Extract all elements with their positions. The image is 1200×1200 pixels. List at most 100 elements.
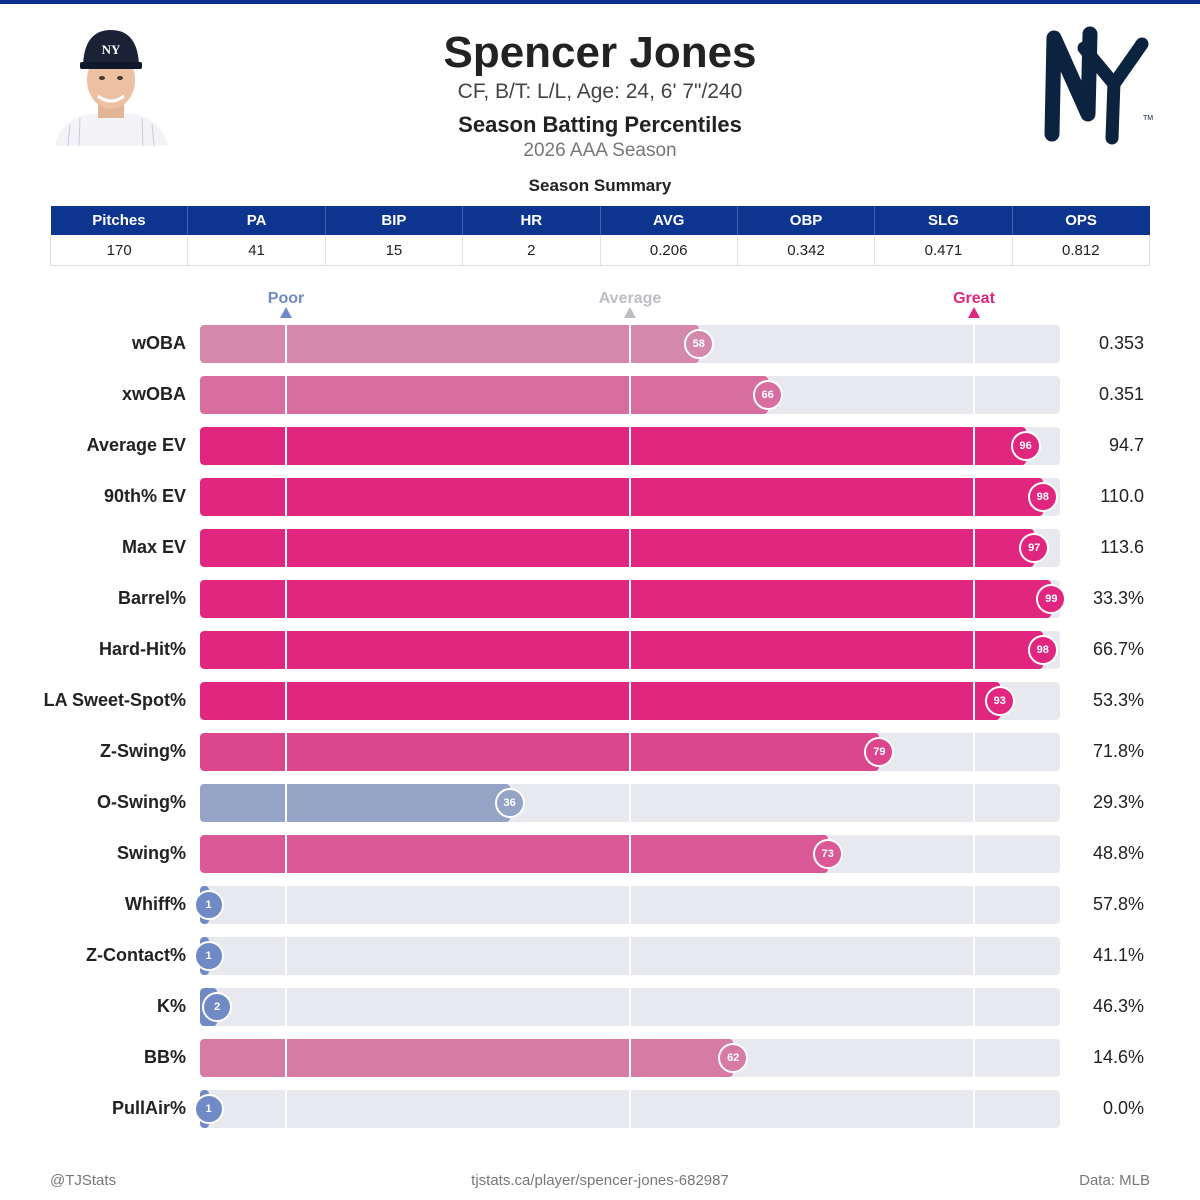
- metric-value: 71.8%: [1092, 741, 1144, 761]
- percentile-track: [200, 580, 1060, 618]
- reference-line: [973, 427, 975, 465]
- reference-line: [629, 988, 631, 1026]
- percentile-bubble: 96: [1010, 431, 1041, 461]
- percentile-bubble: 58: [683, 329, 714, 359]
- reference-line: [629, 835, 631, 873]
- reference-line: [629, 325, 631, 363]
- percentile-track: [200, 631, 1060, 669]
- metric-value: 46.3%: [1092, 996, 1144, 1016]
- reference-line: [629, 376, 631, 414]
- metric-value: 57.8%: [1092, 894, 1144, 914]
- summary-header-cell: HR: [462, 206, 601, 235]
- chart-subtitle: Season Batting Percentiles: [458, 112, 742, 137]
- percentile-track: [200, 682, 1060, 720]
- percentile-bubble: 2: [202, 992, 233, 1022]
- metric-value: 113.6: [1100, 537, 1144, 557]
- reference-line: [973, 325, 975, 363]
- metric-label: Max EV: [121, 537, 186, 557]
- reference-line: [973, 682, 975, 720]
- metric-value: 0.351: [1098, 384, 1144, 404]
- metric-value: 0.0%: [1102, 1098, 1144, 1118]
- reference-line: [629, 1090, 631, 1128]
- reference-line: [973, 529, 975, 567]
- percentile-bubble: 98: [1027, 482, 1058, 512]
- footer-source: Data: MLB: [1079, 1172, 1150, 1189]
- top-accent-line: [0, 0, 1200, 4]
- percentile-bar: [200, 529, 1035, 567]
- reference-line: [285, 1090, 287, 1128]
- metric-value: 33.3%: [1092, 588, 1144, 608]
- percentile-bar: [200, 427, 1026, 465]
- percentile-bar: [200, 580, 1052, 618]
- reference-line: [285, 1039, 287, 1077]
- reference-line: [285, 784, 287, 822]
- metric-label: PullAir%: [111, 1098, 186, 1118]
- percentile-bubble: 1: [193, 1094, 224, 1124]
- reference-line: [285, 682, 287, 720]
- metric-label: Z-Contact%: [86, 945, 186, 965]
- percentile-track: [200, 427, 1060, 465]
- metric-value: 41.1%: [1092, 945, 1144, 965]
- reference-line: [285, 580, 287, 618]
- reference-line: [629, 733, 631, 771]
- reference-line: [285, 886, 287, 924]
- metric-label: wOBA: [132, 333, 186, 353]
- metric-label: Whiff%: [125, 894, 186, 914]
- reference-line: [973, 580, 975, 618]
- reference-line: [285, 988, 287, 1026]
- reference-line: [629, 631, 631, 669]
- summary-value-cell: 0.812: [1012, 235, 1151, 266]
- percentile-bubble: 99: [1036, 584, 1067, 614]
- reference-line: [285, 376, 287, 414]
- percentile-track: [200, 988, 1060, 1026]
- reference-line: [285, 835, 287, 873]
- percentile-track: [200, 937, 1060, 975]
- summary-header-cell: OBP: [737, 206, 876, 235]
- metric-label: Z-Swing%: [100, 741, 186, 761]
- metric-label: Hard-Hit%: [98, 639, 186, 659]
- metric-value: 0.353: [1098, 333, 1144, 353]
- reference-line: [973, 886, 975, 924]
- percentile-bar: [200, 733, 880, 771]
- svg-text:TM: TM: [1143, 115, 1153, 122]
- summary-value-cell: 2: [462, 235, 601, 266]
- percentile-track: [200, 1039, 1060, 1077]
- poor-marker-triangle: [280, 307, 292, 318]
- reference-line: [629, 478, 631, 516]
- percentile-bar: [200, 325, 699, 363]
- svg-text:NY: NY: [102, 42, 121, 57]
- reference-line: [629, 886, 631, 924]
- season-label: 2026 AAA Season: [523, 140, 677, 161]
- reference-line: [973, 784, 975, 822]
- reference-line: [629, 427, 631, 465]
- percentile-bar: [200, 835, 828, 873]
- reference-line: [629, 937, 631, 975]
- reference-line: [973, 376, 975, 414]
- reference-line: [973, 1090, 975, 1128]
- reference-line: [285, 325, 287, 363]
- metric-label: LA Sweet-Spot%: [43, 690, 186, 710]
- reference-line: [285, 529, 287, 567]
- metric-label: Swing%: [116, 843, 186, 863]
- summary-value-row: 170 41 15 2 0.206 0.342 0.471 0.812: [49, 235, 1151, 266]
- metric-label: K%: [156, 996, 186, 1016]
- summary-value-cell: 170: [49, 235, 189, 266]
- reference-line: [973, 478, 975, 516]
- footer-handle: @TJStats: [50, 1172, 117, 1189]
- summary-header-cell: BIP: [325, 206, 464, 235]
- metric-value: 66.7%: [1092, 639, 1144, 659]
- great-marker-label: Great: [953, 290, 995, 307]
- reference-line: [629, 1039, 631, 1077]
- reference-line: [973, 835, 975, 873]
- reference-line: [285, 631, 287, 669]
- percentile-bar: [200, 784, 510, 822]
- yankees-logo: TM: [1030, 22, 1155, 147]
- reference-line: [973, 937, 975, 975]
- reference-line: [285, 478, 287, 516]
- percentile-track: [200, 325, 1060, 363]
- great-marker-triangle: [968, 307, 980, 318]
- percentile-track: [200, 478, 1060, 516]
- summary-header-cell: OPS: [1012, 206, 1150, 235]
- percentile-bubble: 62: [718, 1043, 749, 1073]
- metric-value: 110.0: [1100, 486, 1144, 506]
